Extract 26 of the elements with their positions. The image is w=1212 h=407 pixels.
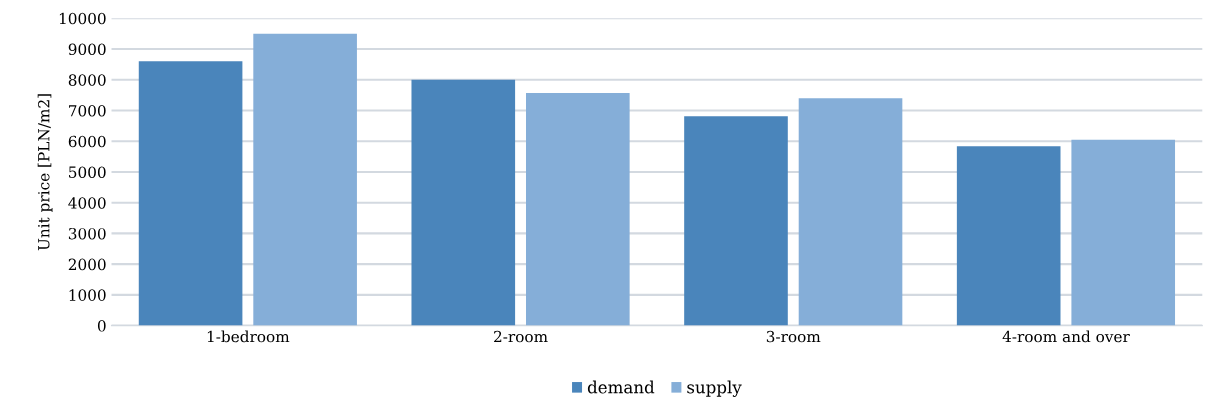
y-tick-label: 0 [97, 320, 106, 332]
y-tick-label: 9000 [68, 43, 106, 56]
x-tick-label: 1-bedroom [207, 330, 290, 343]
x-tick-label: 4-room and over [1002, 330, 1130, 343]
bar [138, 61, 243, 326]
y-tick-label: 8000 [68, 74, 106, 86]
legend-label: demand [587, 380, 655, 394]
y-tick-label: 3000 [68, 227, 106, 240]
y-tick-label: 2000 [68, 258, 106, 271]
bar [411, 79, 516, 326]
bar [1071, 139, 1176, 326]
x-tick-label: 3-room [766, 330, 821, 343]
y-tick-label: 5000 [69, 166, 106, 178]
bar [253, 33, 357, 326]
bar [526, 92, 630, 326]
legend-label: supply [687, 380, 742, 397]
y-axis-title: Unit price [PLN/m2] [37, 94, 53, 251]
bar [684, 116, 788, 326]
y-tick-label: 6000 [68, 135, 106, 148]
y-tick-label: 1000 [69, 289, 106, 301]
y-tick-label: 4000 [68, 197, 106, 209]
y-tick-label: 7000 [69, 104, 106, 117]
bar [956, 146, 1061, 326]
y-tick-label: 10000 [59, 12, 106, 25]
x-tick-label: 2-room [494, 330, 548, 343]
bar [798, 98, 903, 326]
